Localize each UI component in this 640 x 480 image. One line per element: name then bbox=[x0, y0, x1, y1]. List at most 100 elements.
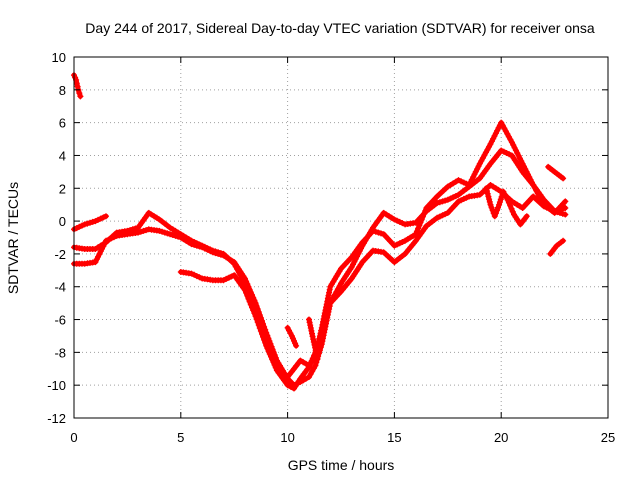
data-point bbox=[285, 382, 290, 388]
data-point bbox=[210, 248, 216, 253]
data-point bbox=[289, 333, 295, 339]
chart-title: Day 244 of 2017, Sidereal Day-to-day VTE… bbox=[85, 20, 595, 36]
y-tick-label: 6 bbox=[59, 116, 66, 131]
data-point bbox=[306, 364, 312, 370]
data-point bbox=[434, 194, 440, 199]
data-point bbox=[199, 276, 205, 281]
y-tick-label: 8 bbox=[59, 83, 66, 98]
data-point bbox=[242, 287, 248, 293]
data-point bbox=[319, 330, 324, 335]
data-point bbox=[103, 240, 109, 245]
axis-ticks: 0 5 10 15 20 25 -12 -10 -8 -6 -4 -2 0 2 4 6 8 10 bbox=[47, 50, 615, 445]
series-trace-6 bbox=[545, 163, 567, 182]
data-point bbox=[311, 337, 316, 342]
data-point bbox=[545, 164, 551, 170]
grid-lines bbox=[74, 57, 608, 418]
data-point bbox=[511, 212, 517, 217]
x-axis-label: GPS time / hours bbox=[288, 457, 395, 473]
data-point bbox=[402, 222, 408, 227]
data-point bbox=[456, 192, 461, 198]
data-point bbox=[477, 176, 483, 181]
data-point bbox=[434, 200, 440, 206]
data-point bbox=[509, 153, 515, 158]
data-point bbox=[531, 182, 536, 188]
data-point bbox=[349, 254, 354, 260]
data-point bbox=[189, 238, 194, 243]
y-tick-label: -12 bbox=[47, 411, 66, 426]
data-point bbox=[135, 225, 141, 230]
data-point bbox=[360, 240, 365, 245]
y-axis-label: SDTVAR / TECUs bbox=[5, 182, 21, 294]
data-point bbox=[293, 343, 299, 348]
y-tick-label: -10 bbox=[47, 378, 66, 393]
data-point bbox=[563, 205, 568, 211]
data-point bbox=[157, 217, 162, 222]
data-point bbox=[93, 246, 98, 252]
data-point bbox=[524, 213, 530, 219]
data-point bbox=[285, 325, 290, 330]
data-point bbox=[349, 264, 354, 270]
data-point bbox=[253, 314, 258, 319]
series-trace-1 bbox=[71, 72, 84, 100]
data-point bbox=[413, 220, 418, 225]
data-point bbox=[563, 212, 568, 217]
data-point bbox=[298, 358, 303, 363]
data-point bbox=[338, 289, 344, 294]
data-point bbox=[392, 243, 397, 248]
data-point bbox=[146, 227, 151, 232]
data-point bbox=[466, 194, 472, 199]
data-point bbox=[338, 266, 344, 271]
data-point bbox=[306, 317, 312, 322]
data-point bbox=[552, 169, 557, 175]
series-trace-9 bbox=[306, 316, 321, 362]
data-point bbox=[499, 120, 504, 125]
data-point bbox=[328, 300, 333, 306]
data-point bbox=[114, 230, 119, 235]
data-point bbox=[520, 161, 525, 166]
y-tick-label: 2 bbox=[59, 181, 66, 196]
data-point bbox=[434, 215, 440, 221]
data-point bbox=[413, 238, 418, 243]
data-point bbox=[548, 251, 553, 257]
data-point bbox=[210, 277, 216, 283]
data-point bbox=[488, 141, 493, 147]
data-point bbox=[563, 199, 568, 204]
data-point bbox=[338, 281, 344, 286]
y-tick-label: 0 bbox=[59, 214, 66, 229]
data-point bbox=[313, 363, 318, 368]
data-point bbox=[264, 343, 269, 348]
x-tick-label: 20 bbox=[494, 430, 508, 445]
data-point bbox=[93, 218, 98, 224]
data-point bbox=[477, 161, 483, 166]
data-point bbox=[274, 368, 280, 373]
data-point bbox=[82, 222, 87, 227]
data-point bbox=[402, 251, 408, 257]
y-tick-label: -6 bbox=[54, 313, 66, 328]
data-point bbox=[392, 259, 397, 265]
data-point bbox=[488, 161, 493, 166]
data-point bbox=[445, 197, 450, 202]
data-point bbox=[135, 230, 141, 235]
data-point bbox=[370, 248, 376, 253]
data-point bbox=[291, 366, 297, 371]
data-point bbox=[360, 259, 365, 265]
data-point bbox=[554, 243, 559, 248]
data-point bbox=[381, 250, 386, 255]
data-point bbox=[82, 261, 87, 266]
data-point bbox=[541, 204, 547, 209]
data-point bbox=[232, 273, 237, 278]
series-markers bbox=[71, 213, 109, 233]
x-tick-label: 10 bbox=[280, 430, 294, 445]
series-trace-7 bbox=[547, 237, 567, 257]
data-point bbox=[82, 246, 87, 252]
data-point bbox=[402, 238, 408, 243]
data-point bbox=[445, 184, 450, 189]
data-point bbox=[424, 205, 429, 211]
data-point bbox=[167, 232, 173, 237]
data-point bbox=[221, 277, 226, 283]
data-point bbox=[78, 94, 83, 99]
data-point bbox=[560, 176, 566, 181]
data-point bbox=[499, 148, 504, 153]
data-point bbox=[178, 232, 183, 237]
